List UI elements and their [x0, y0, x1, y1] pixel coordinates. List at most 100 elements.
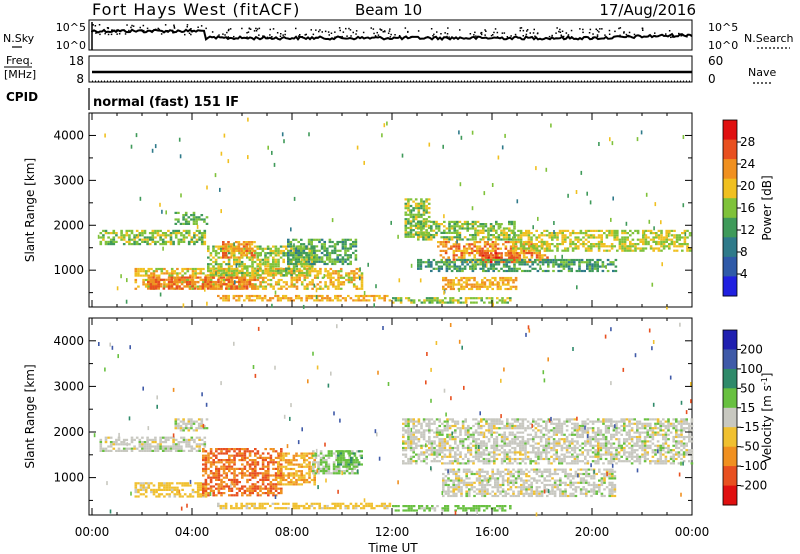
- noise-dot: [92, 24, 94, 26]
- noise-dot: [473, 34, 475, 36]
- noise-dot: [269, 28, 271, 31]
- noise-dot: [143, 29, 145, 32]
- noise-dot: [352, 31, 354, 34]
- noise-dot: [342, 31, 345, 33]
- colorbar-segment: [723, 407, 737, 428]
- echo-region: [202, 448, 283, 497]
- noise-dot: [190, 33, 192, 36]
- velocity-colorbar: 200 100 50 15 -15 -50 -100 -200 Velocity [m s-1]: [722, 329, 774, 506]
- noise-dot: [184, 33, 186, 36]
- colorbar-segment: [723, 120, 737, 141]
- noise-dot: [154, 28, 157, 31]
- noise-dot: [146, 27, 149, 30]
- noise-dot: [304, 34, 306, 36]
- noise-dot: [430, 28, 433, 30]
- echo-region: [277, 452, 316, 486]
- noise-dot: [271, 36, 273, 38]
- noise-dot: [186, 26, 188, 28]
- noise-dot: [126, 24, 128, 26]
- noise-dot: [475, 35, 477, 37]
- sparse-echoes: [93, 322, 692, 517]
- noise-dot: [591, 36, 594, 39]
- echo-region: [337, 450, 363, 468]
- colorbar-tick-label: -50: [740, 440, 760, 454]
- colorbar-segment: [723, 485, 737, 506]
- colorbar-segment: [723, 178, 737, 199]
- noise-right-bottom: 10^0: [708, 39, 738, 52]
- colorbar-segment: [723, 237, 737, 258]
- noise-dot: [568, 36, 570, 38]
- noise-dot: [315, 29, 317, 31]
- echo-region: [174, 418, 209, 432]
- noise-dot: [334, 31, 336, 33]
- echo-region: [147, 276, 257, 290]
- noise-dot: [551, 34, 553, 37]
- noise-dot: [334, 36, 336, 38]
- x-axis-label: Time UT: [367, 541, 418, 554]
- noise-dot: [197, 26, 199, 28]
- noise-dot: [284, 33, 286, 36]
- noise-left-label: N.Sky: [3, 32, 35, 45]
- colorbar-segment: [723, 139, 737, 160]
- noise-dot: [623, 31, 625, 33]
- noise-dot: [173, 24, 175, 26]
- colorbar-tick-label: 16: [740, 201, 755, 215]
- noise-dot: [241, 27, 243, 30]
- freq-left-top: 18: [69, 54, 84, 68]
- noise-dot: [220, 36, 223, 39]
- colorbar-tick-label: 28: [740, 135, 755, 149]
- noise-dot: [328, 34, 330, 36]
- colorbar-tick-label: 200: [740, 342, 763, 356]
- noise-dot: [200, 25, 203, 27]
- noise-dot: [249, 28, 252, 30]
- colorbar-segment: [723, 446, 737, 467]
- noise-dot: [608, 29, 611, 32]
- echo-region: [287, 238, 358, 266]
- noise-dot: [124, 30, 127, 33]
- echo-region: [512, 229, 692, 252]
- noise-dot: [614, 30, 616, 33]
- noise-dot: [327, 31, 330, 33]
- noise-dot: [330, 32, 333, 34]
- noise-dot: [312, 33, 315, 36]
- noise-dot: [305, 33, 307, 36]
- noise-dot: [128, 29, 130, 32]
- noise-dot: [142, 24, 145, 27]
- noise-dot: [255, 27, 257, 30]
- colorbar-segment: [723, 276, 737, 297]
- x-tick-label: 08:00: [275, 525, 310, 539]
- noise-dot: [648, 34, 651, 37]
- noise-dot: [99, 33, 101, 36]
- noise-dot: [171, 29, 174, 32]
- noise-dot: [595, 28, 597, 30]
- date-label: 17/Aug/2016: [599, 1, 696, 19]
- noise-dot: [570, 29, 573, 32]
- echo-region: [442, 468, 617, 498]
- cpid-label: CPID: [6, 90, 38, 104]
- noise-dot: [503, 32, 506, 34]
- noise-dot: [432, 35, 434, 37]
- noise-dot: [387, 32, 390, 34]
- noise-dot: [494, 28, 497, 30]
- noise-dot: [417, 30, 420, 32]
- colorbar-tick-label: -100: [740, 459, 767, 473]
- noise-dot: [558, 30, 560, 33]
- cpid-value: normal (fast) 151 IF: [93, 95, 239, 110]
- noise-dot: [670, 36, 672, 39]
- noise-dot: [132, 25, 135, 27]
- noise-dot: [588, 32, 591, 34]
- noise-dot: [229, 28, 232, 30]
- y-tick-label: 3000: [53, 379, 84, 393]
- noise-dot: [642, 29, 644, 31]
- noise-dot: [623, 32, 625, 34]
- noise-dot: [218, 34, 220, 36]
- noise-dot: [104, 32, 106, 35]
- noise-dot: [115, 29, 118, 31]
- noise-dot: [226, 31, 228, 34]
- noise-dot: [124, 33, 127, 35]
- x-tick-label: 20:00: [575, 525, 610, 539]
- noise-dot: [532, 32, 535, 34]
- noise-dot: [380, 36, 383, 39]
- colorbar-tick-label: -15: [740, 420, 760, 434]
- echo-region: [99, 229, 207, 246]
